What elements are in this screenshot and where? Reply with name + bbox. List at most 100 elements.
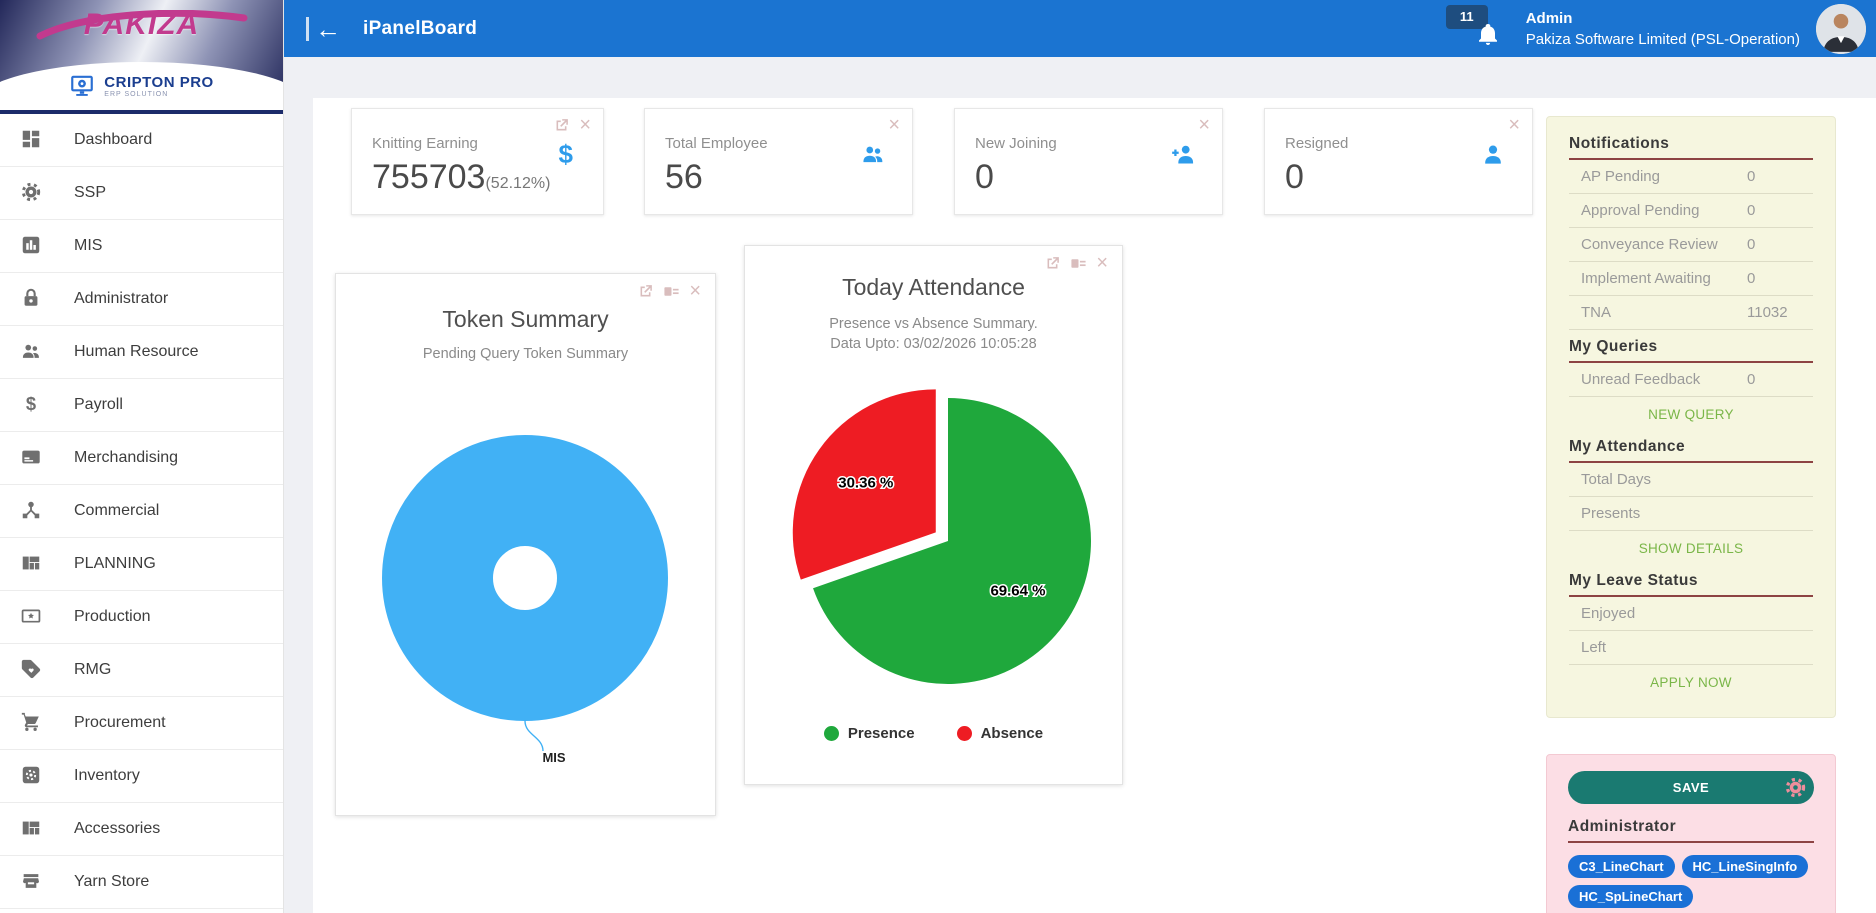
info-value: 0 <box>1747 371 1756 388</box>
close-icon[interactable]: × <box>888 114 900 136</box>
svg-text:$: $ <box>26 393 36 414</box>
info-row-ap-pending: AP Pending 0 <box>1569 160 1813 194</box>
info-row-left: Left <box>1569 631 1813 665</box>
token-summary-donut-chart[interactable]: MIS <box>336 272 717 815</box>
info-row-conveyance-review: Conveyance Review 0 <box>1569 228 1813 262</box>
legend-dot <box>823 726 839 741</box>
sidebar-item-inventory[interactable]: Inventory <box>0 750 283 803</box>
sidebar-item-yarn-store[interactable]: Yarn Store <box>0 856 283 909</box>
store-icon <box>20 870 44 894</box>
sidebar-item-label: PLANNING <box>74 555 156 572</box>
product-name: CRIPTON PRO <box>104 74 214 91</box>
open-in-new-icon[interactable] <box>1044 255 1061 277</box>
notifications-bell[interactable]: 11 <box>1445 4 1510 51</box>
info-label: Left <box>1581 639 1607 656</box>
close-icon[interactable]: × <box>689 280 701 302</box>
legend-label: Absence <box>980 725 1044 742</box>
people-icon <box>858 141 888 172</box>
action-link-new-query[interactable]: NEW QUERY <box>1648 407 1734 422</box>
stat-card-label: Knitting Earning <box>372 135 478 152</box>
legend-item-presence[interactable]: Presence <box>823 725 915 742</box>
person-icon <box>1478 141 1508 172</box>
action-link-show-details[interactable]: SHOW DETAILS <box>1638 541 1744 556</box>
logo: PAKIZA CRIPTON PRO ERP SOLUTION <box>0 0 283 114</box>
sidebar-item-commercial[interactable]: Commercial <box>0 485 283 538</box>
top-bar: ← iPanelBoard 11 Admin Pakiza Software L… <box>284 0 1876 57</box>
info-value: 0 <box>1747 236 1756 253</box>
sidebar-item-dashboard[interactable]: Dashboard <box>0 114 283 167</box>
attendance-pie-chart[interactable]: 69.64 % 30.36 % <box>745 244 1124 784</box>
sidebar-item-procurement[interactable]: Procurement <box>0 697 283 750</box>
close-icon[interactable]: × <box>1198 114 1210 136</box>
sidebar-item-mis[interactable]: MIS <box>0 220 283 273</box>
close-icon[interactable]: × <box>1508 114 1520 136</box>
card-list-icon[interactable] <box>1070 255 1087 277</box>
sidebar-item-production[interactable]: Production <box>0 591 283 644</box>
donut-slice-mis <box>382 435 668 721</box>
product-logo: CRIPTON PRO ERP SOLUTION <box>0 62 283 110</box>
money-icon <box>20 605 44 629</box>
info-row-implement-awaiting: Implement Awaiting 0 <box>1569 262 1813 296</box>
sidebar-item-label: SSP <box>74 184 107 201</box>
user-info[interactable]: Admin Pakiza Software Limited (PSL-Opera… <box>1526 8 1800 50</box>
sidebar-item-label: Production <box>74 608 151 625</box>
bar-chart-icon <box>20 234 44 258</box>
info-label: Implement Awaiting <box>1581 270 1711 287</box>
attendance-title: Today Attendance <box>842 274 1025 300</box>
info-value <box>1747 471 1811 488</box>
action-link-apply-now[interactable]: APPLY NOW <box>1650 675 1732 690</box>
cart-icon <box>20 711 44 735</box>
back-button[interactable]: ← <box>306 16 341 42</box>
close-icon[interactable]: × <box>579 114 591 136</box>
sidebar-item-label: Accessories <box>74 820 161 837</box>
close-icon[interactable]: × <box>1096 252 1108 274</box>
info-label: Enjoyed <box>1581 605 1636 622</box>
people-icon <box>20 340 44 364</box>
widget-chip-c3-linechart[interactable]: C3_LineChart <box>1568 855 1675 878</box>
hub-icon <box>20 499 44 523</box>
sidebar-item-ssp[interactable]: SSP <box>0 167 283 220</box>
notification-badge: 11 <box>1445 4 1488 29</box>
pie-data-label: 69.64 % <box>990 583 1045 600</box>
sidebar-item-merchandising[interactable]: Merchandising <box>0 432 283 485</box>
stat-card-value: 56 <box>665 158 703 196</box>
sidebar-item-planning[interactable]: PLANNING <box>0 538 283 591</box>
gear-icon[interactable] <box>1784 776 1807 802</box>
info-label: Unread Feedback <box>1581 371 1701 388</box>
sidebar-item-human-resource[interactable]: Human Resource <box>0 326 283 379</box>
section-title: Notifications <box>1569 135 1813 160</box>
sidebar: PAKIZA CRIPTON PRO ERP SOLUTION Dashboar… <box>0 0 284 913</box>
panel-section-my-leave-status: My Leave Status Enjoyed Left APPLY NOW <box>1569 572 1813 698</box>
info-value: 11032 <box>1747 304 1788 321</box>
sidebar-item-administrator[interactable]: Administrator <box>0 273 283 326</box>
tag-icon <box>20 658 44 682</box>
section-title: My Queries <box>1569 338 1813 363</box>
card-list-icon[interactable] <box>663 283 680 305</box>
stat-card-new-joining: × New Joining 0 <box>954 108 1223 215</box>
stat-card-value: 755703 <box>372 158 486 196</box>
sidebar-item-rmg[interactable]: RMG <box>0 644 283 697</box>
avatar[interactable] <box>1816 3 1866 54</box>
save-button[interactable]: SAVE <box>1568 771 1814 804</box>
info-value: 0 <box>1747 168 1756 185</box>
widget-chip-hc-splinechart[interactable]: HC_SpLineChart <box>1568 885 1694 908</box>
attendance-subtitle-line2: Data Upto: 03/02/2026 10:05:28 <box>830 335 1037 352</box>
legend-item-absence[interactable]: Absence <box>956 725 1044 742</box>
open-in-new-icon[interactable] <box>637 283 654 305</box>
donut-label-line <box>524 720 544 752</box>
open-in-new-icon[interactable] <box>553 117 570 139</box>
logo-swoosh-icon <box>36 10 248 40</box>
info-row-unread-feedback: Unread Feedback 0 <box>1569 363 1813 397</box>
sidebar-item-label: Merchandising <box>74 449 179 466</box>
info-label: Conveyance Review <box>1581 236 1718 253</box>
legend-dot <box>956 726 972 741</box>
sidebar-item-accessories[interactable]: Accessories <box>0 803 283 856</box>
info-label: Total Days <box>1581 471 1652 488</box>
sidebar-item-label: Dashboard <box>74 131 153 148</box>
pie-data-label: 30.36 % <box>838 475 893 492</box>
attendance-card: × Today Attendance Presence vs Absence S… <box>744 245 1123 785</box>
dollar-icon: $ <box>20 393 44 417</box>
panel-section-my-queries: My Queries Unread Feedback 0 NEW QUERY <box>1569 338 1813 430</box>
widget-chip-hc-linesinginfo[interactable]: HC_LineSingInfo <box>1681 855 1809 878</box>
sidebar-item-payroll[interactable]: $ Payroll <box>0 379 283 432</box>
